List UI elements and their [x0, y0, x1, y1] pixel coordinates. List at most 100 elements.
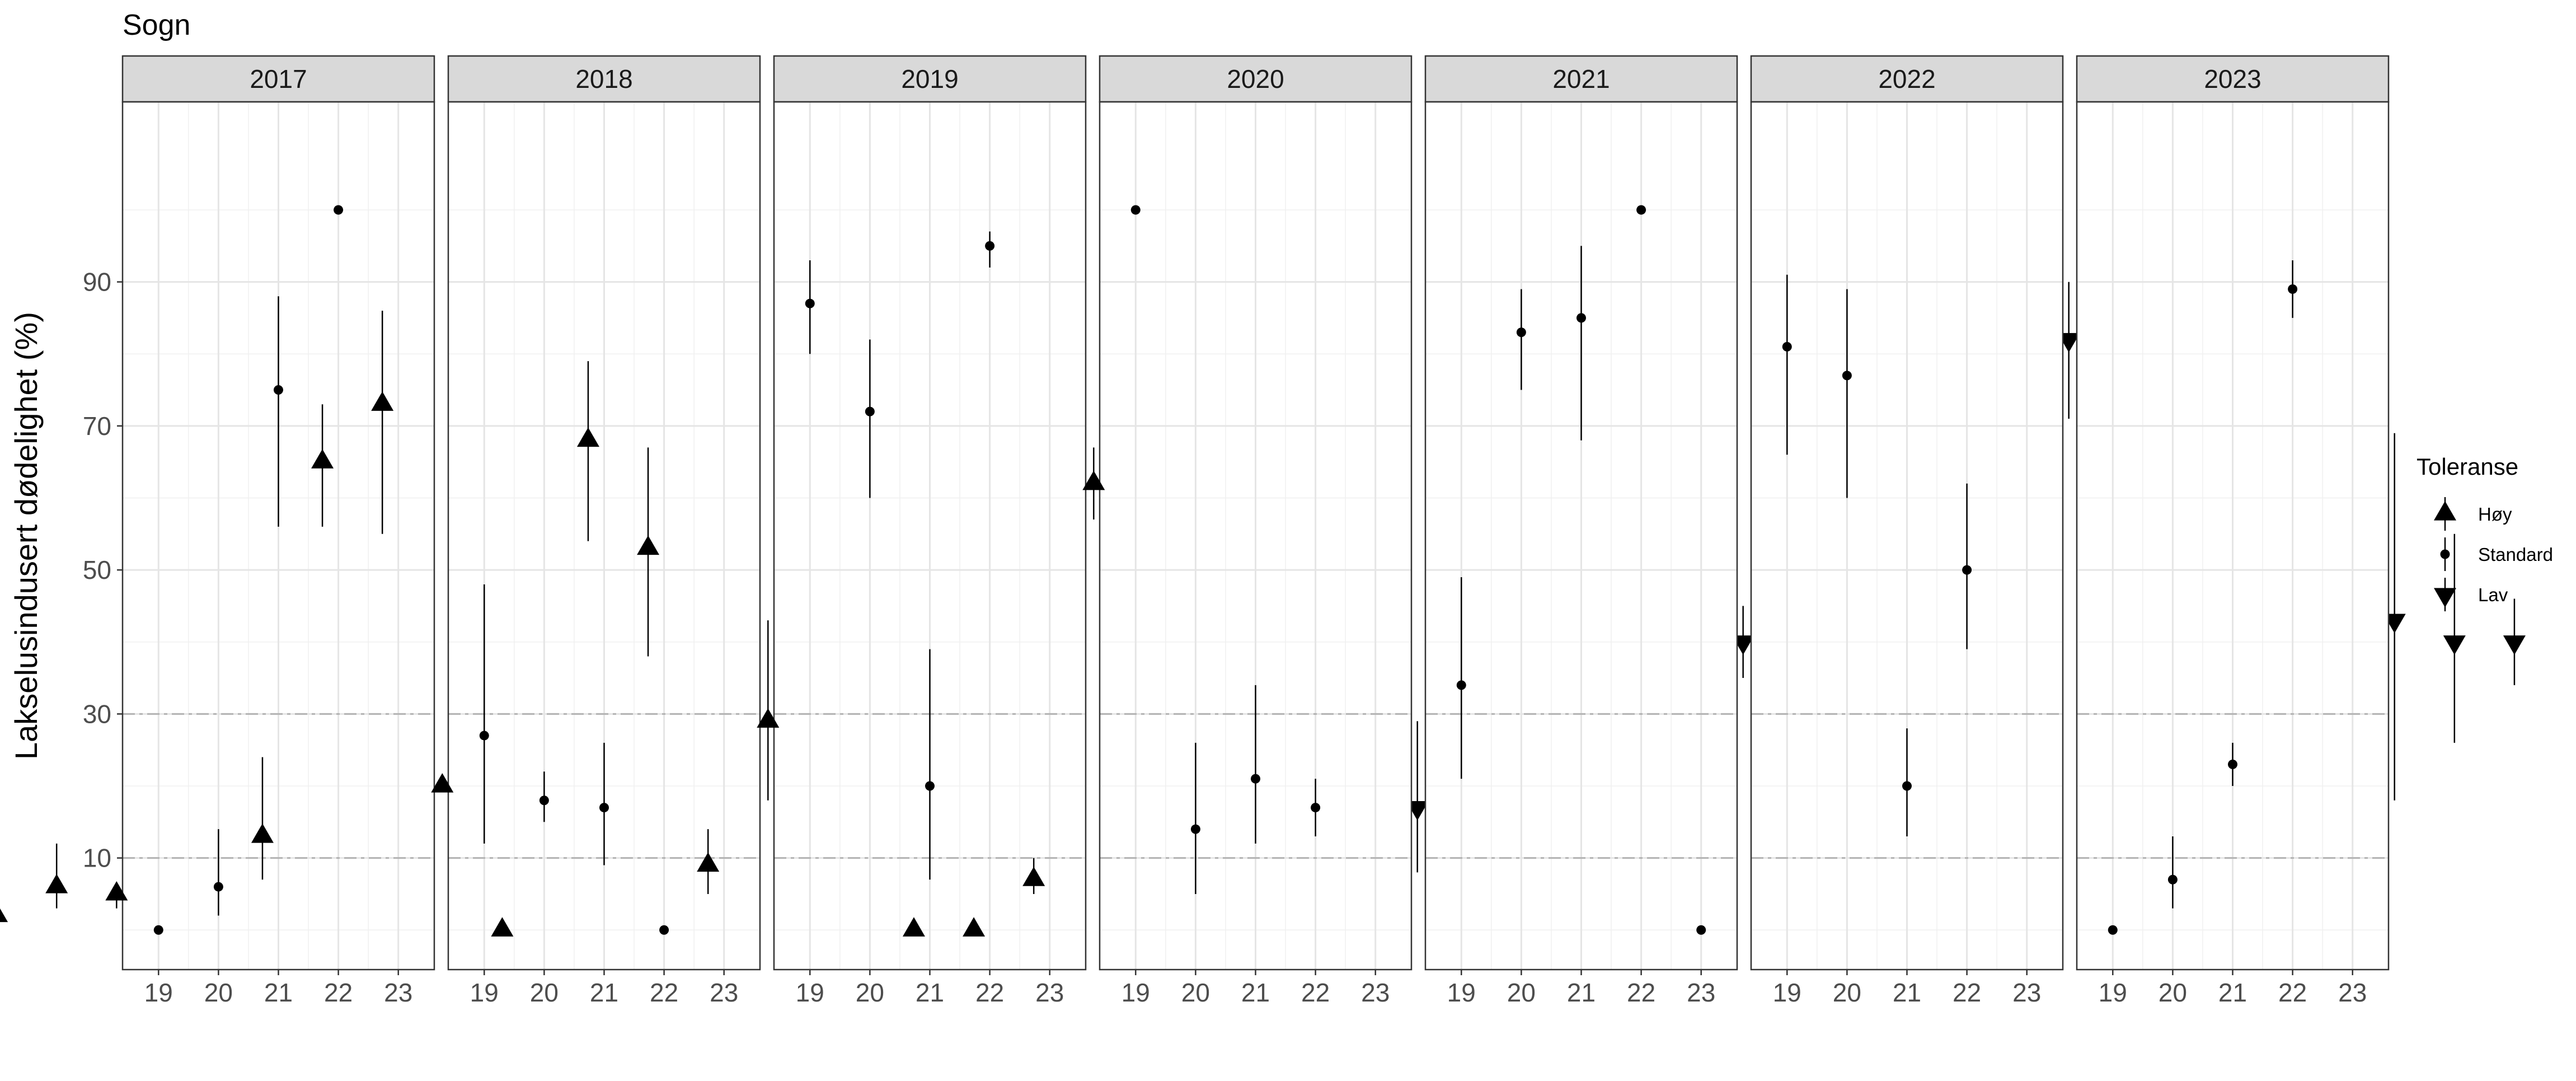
data-point	[985, 241, 995, 251]
data-point	[1082, 470, 1105, 490]
legend-key-marker	[2434, 501, 2456, 521]
data-point	[757, 708, 780, 728]
data-point	[0, 908, 8, 923]
x-tick-label: 19	[1447, 978, 1476, 1007]
x-tick-label: 20	[2159, 978, 2187, 1007]
data-point	[334, 205, 344, 215]
x-tick-label: 20	[1833, 978, 1861, 1007]
x-tick-label: 19	[2099, 978, 2127, 1007]
data-point	[805, 298, 815, 308]
data-point	[1251, 774, 1260, 784]
data-point	[311, 449, 334, 469]
x-tick-label: 23	[1687, 978, 1715, 1007]
x-tick-label: 22	[975, 978, 1004, 1007]
data-point	[1456, 680, 1466, 690]
x-tick-label: 23	[2012, 978, 2041, 1007]
panel-2017: 2017 19 20 21 22 23 10 30 50 70 90	[83, 55, 1549, 1007]
y-tick-label: 90	[83, 268, 111, 297]
x-tick-label: 19	[1773, 978, 1801, 1007]
data-point	[491, 917, 514, 937]
x-tick-label: 19	[470, 978, 499, 1007]
data-point	[153, 925, 163, 935]
data-point	[2443, 635, 2466, 655]
strip-label: 2021	[1552, 64, 1610, 93]
data-point	[1516, 327, 1526, 338]
data-point	[1902, 781, 1912, 791]
chart-title: Sogn	[123, 9, 190, 41]
data-point	[2108, 925, 2118, 935]
data-point	[2288, 284, 2298, 294]
x-tick-label: 21	[1567, 978, 1596, 1007]
x-tick-label: 21	[1893, 978, 1921, 1007]
x-tick-label: 20	[856, 978, 884, 1007]
strip-label: 2020	[1227, 64, 1284, 93]
legend-key-marker	[2434, 588, 2456, 607]
x-tick-label: 22	[1953, 978, 1981, 1007]
x-tick-label: 21	[264, 978, 293, 1007]
x-tick-label: 22	[650, 978, 678, 1007]
data-point	[2167, 874, 2178, 885]
x-tick-label: 20	[530, 978, 559, 1007]
x-tick-label: 22	[1627, 978, 1655, 1007]
x-tick-label: 23	[384, 978, 412, 1007]
legend-key-marker	[2440, 549, 2450, 559]
x-tick-label: 21	[590, 978, 618, 1007]
x-tick-label: 21	[2218, 978, 2247, 1007]
y-tick-label: 50	[83, 555, 111, 584]
y-axis-title: Lakselusindusert dødelighet (%)	[8, 312, 44, 760]
data-point	[371, 391, 394, 411]
legend-item: Lav	[2434, 578, 2508, 611]
data-point	[1190, 824, 1200, 834]
x-tick-label: 23	[1035, 978, 1064, 1007]
data-point	[637, 535, 660, 555]
data-point	[902, 917, 925, 937]
y-tick-label: 30	[83, 699, 111, 728]
x-tick-label: 20	[1507, 978, 1536, 1007]
data-point	[479, 731, 489, 741]
data-point	[865, 406, 875, 417]
data-point	[1636, 205, 1646, 215]
data-point	[213, 882, 223, 892]
x-tick-label: 22	[324, 978, 353, 1007]
data-point	[1962, 565, 1972, 575]
legend: Toleranse Høy Standard Lav	[2417, 453, 2553, 611]
strip-background	[447, 55, 761, 103]
data-point	[659, 925, 669, 935]
legend-label: Høy	[2478, 504, 2512, 525]
x-tick-label: 19	[1122, 978, 1150, 1007]
data-point	[431, 773, 454, 793]
data-point	[274, 385, 283, 395]
x-tick-label: 21	[1241, 978, 1270, 1007]
data-point	[599, 803, 609, 813]
data-point	[1022, 867, 1045, 886]
data-point	[576, 427, 599, 447]
legend-item: Høy	[2434, 497, 2512, 531]
data-point	[251, 823, 274, 843]
legend-label: Lav	[2478, 584, 2508, 605]
legend-title: Toleranse	[2417, 453, 2518, 480]
x-tick-label: 19	[796, 978, 824, 1007]
x-tick-label: 20	[1181, 978, 1210, 1007]
x-tick-label: 23	[1361, 978, 1390, 1007]
x-tick-label: 22	[2278, 978, 2307, 1007]
data-point	[2503, 635, 2526, 655]
strip-label: 2017	[250, 64, 307, 93]
x-tick-label: 23	[2338, 978, 2367, 1007]
y-tick-label: 70	[83, 411, 111, 441]
data-point	[925, 781, 935, 791]
strip-label: 2019	[901, 64, 958, 93]
strip-background	[1424, 55, 1738, 103]
x-tick-label: 22	[1301, 978, 1330, 1007]
data-point	[2228, 759, 2237, 769]
data-point	[963, 917, 986, 937]
data-point	[1576, 313, 1586, 323]
data-point	[1842, 371, 1852, 381]
legend-label: Standard	[2478, 544, 2553, 565]
